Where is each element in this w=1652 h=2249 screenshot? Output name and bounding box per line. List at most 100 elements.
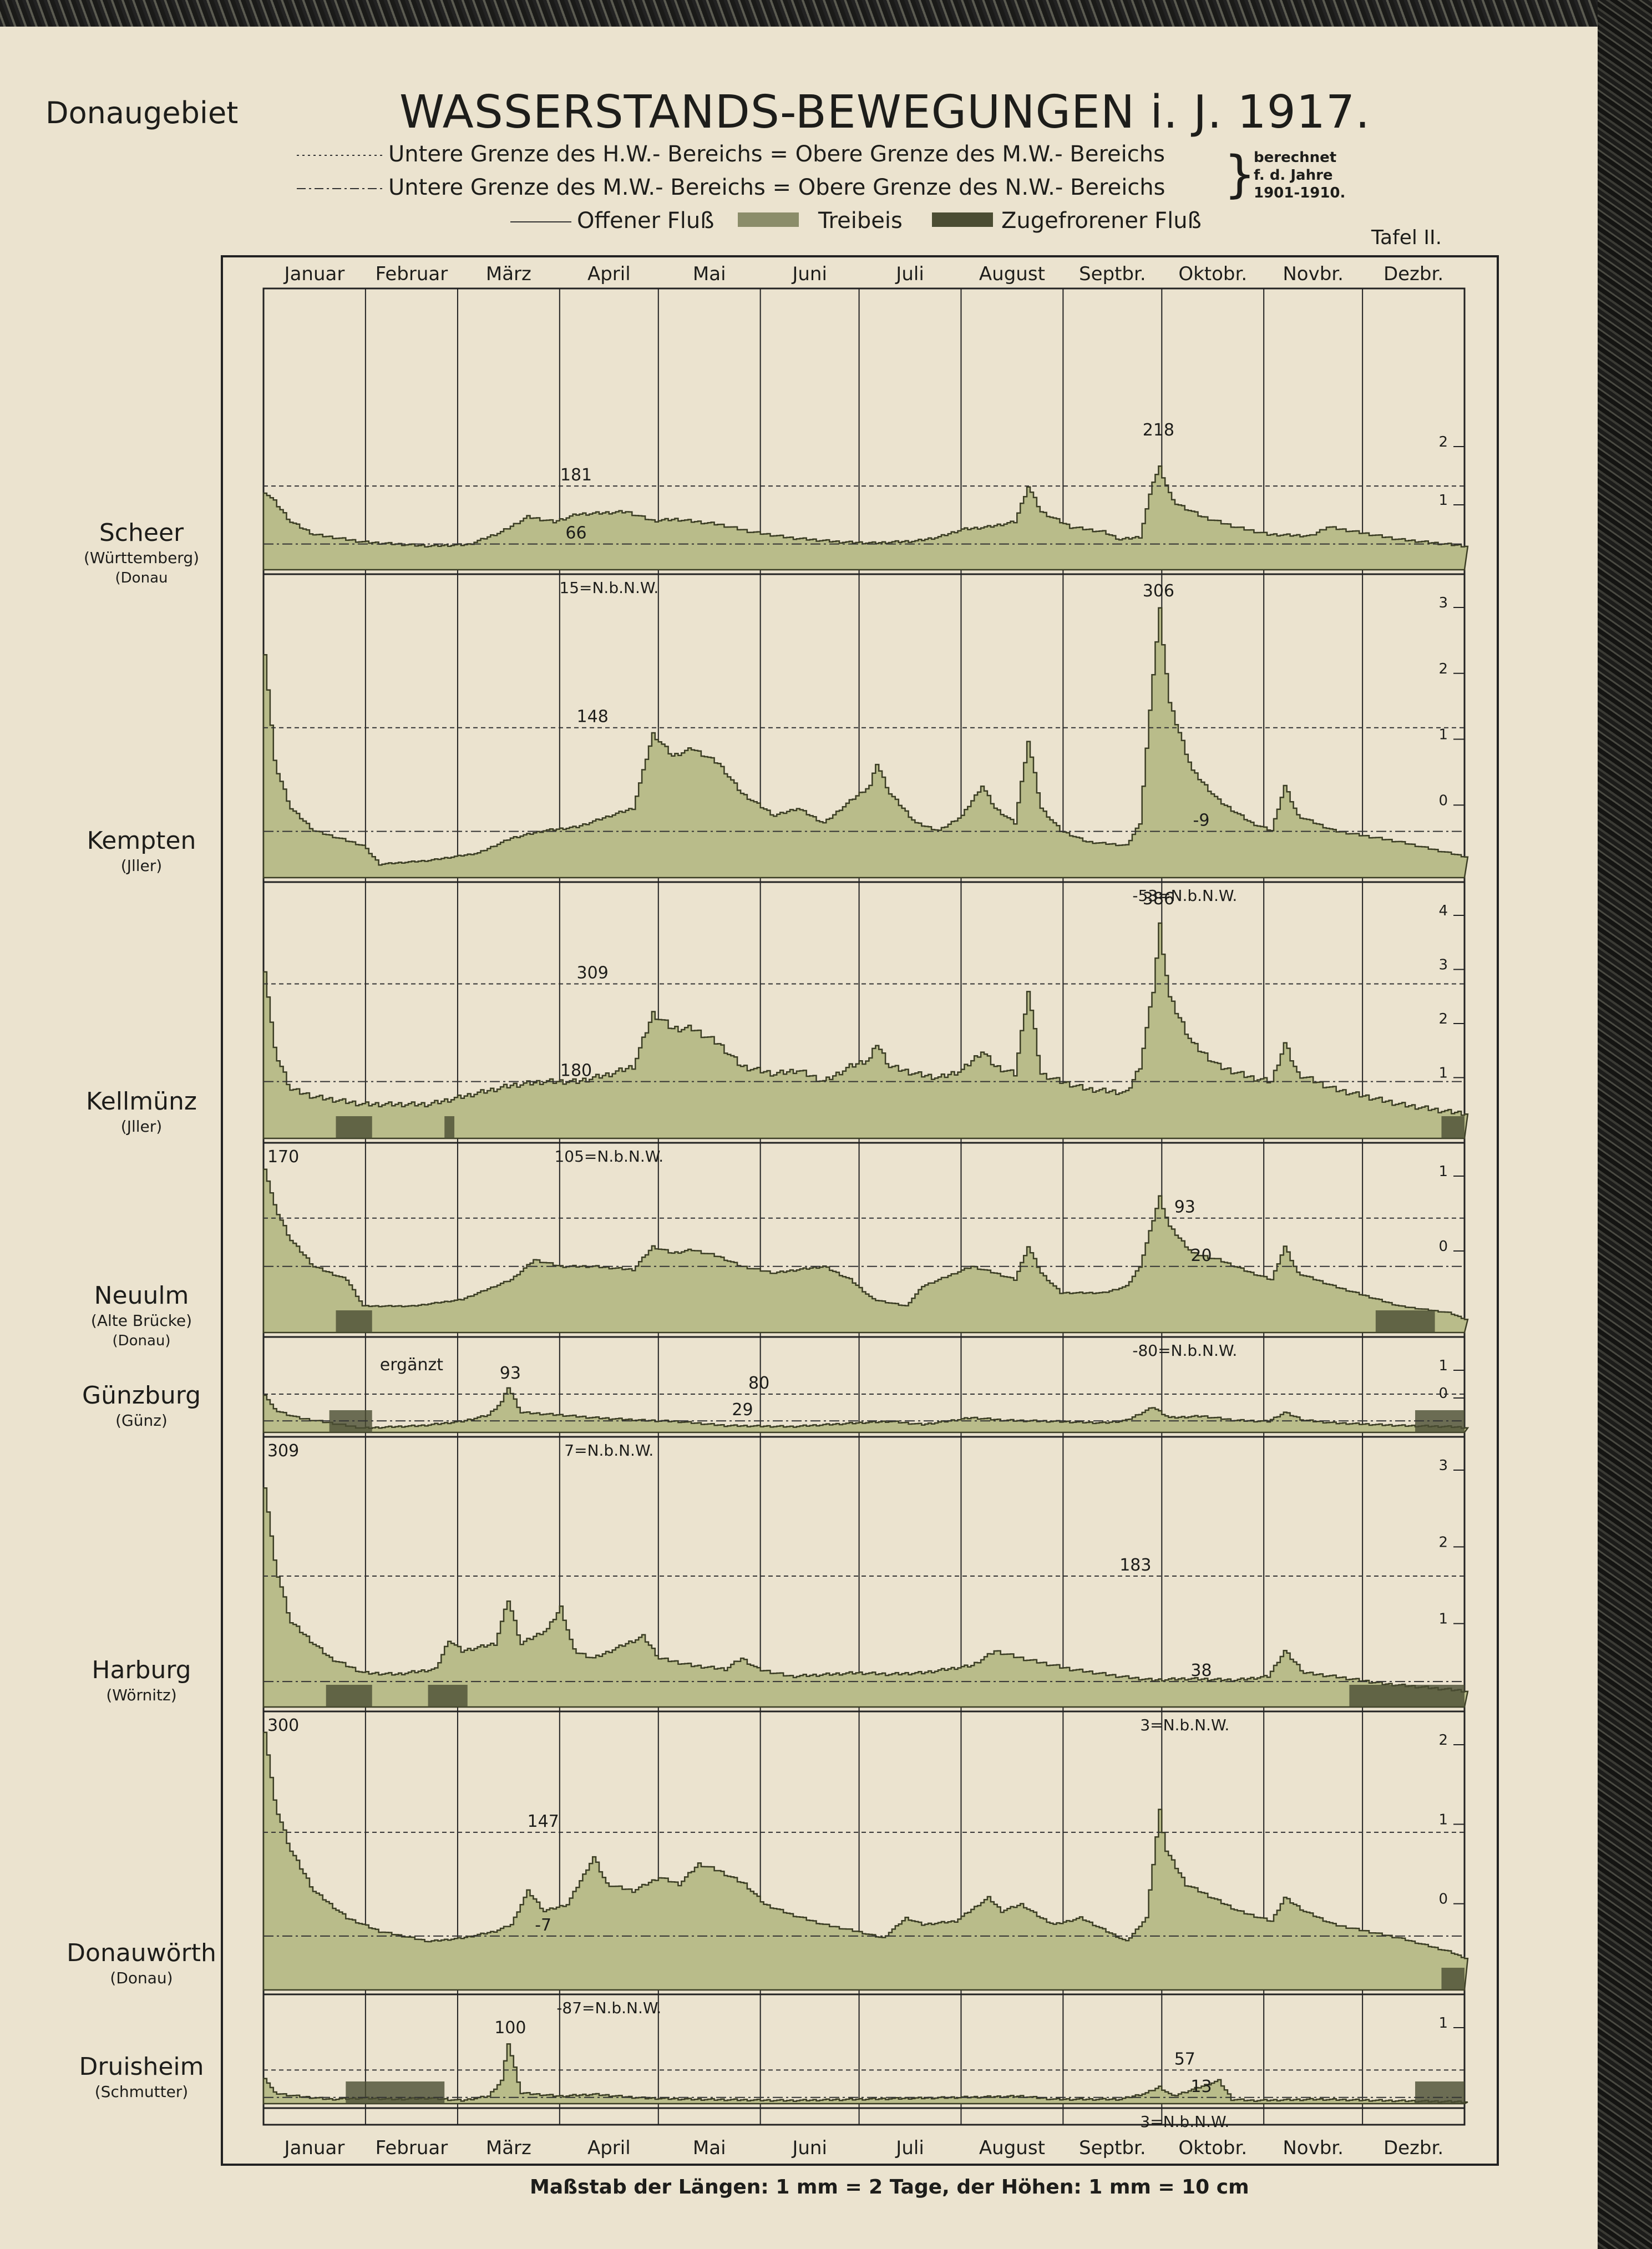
month-label-top-8: Septbr. (1079, 263, 1146, 285)
nbnw-label-0: 15=N.b.N.W. (559, 579, 658, 597)
frozen-band-2-1 (444, 1116, 455, 1138)
value-label-5-2: 38 (1190, 1661, 1212, 1680)
value-label-0-1: 181 (560, 465, 592, 485)
station-sub2-3: (Donau) (112, 1333, 170, 1349)
nbnw-label-7: 3=N.b.N.W. (1140, 2113, 1229, 2131)
hydrograph-0 (262, 465, 1469, 571)
station-sub1-2: (Jller) (121, 1117, 162, 1136)
value-label-4-1: 80 (748, 1374, 769, 1393)
axis-tick-4-1: 0 (1438, 1385, 1448, 1402)
frozen-band-2-0 (336, 1116, 372, 1138)
month-label-top-9: Oktobr. (1178, 263, 1247, 285)
legend-line-1: Untere Grenze des H.W.- Bereichs = Obere… (388, 141, 1165, 167)
axis-tick-5-0: 3 (1438, 1457, 1448, 1474)
month-label-top-11: Dezbr. (1384, 263, 1443, 285)
nbnw-label-5: 3=N.b.N.W. (1140, 1716, 1229, 1734)
value-label-3-1: 93 (1174, 1198, 1195, 1217)
axis-tick-0-1: 1 (1438, 492, 1448, 509)
month-label-bottom-7: August (979, 2137, 1045, 2159)
value-label-7-0: 100 (494, 2018, 526, 2038)
hydrograph-6 (262, 1731, 1469, 1991)
axis-tick-2-2: 2 (1438, 1011, 1448, 1027)
legend-drift-sample (738, 212, 799, 227)
value-label-6-2: -7 (535, 1916, 551, 1935)
hydrograph-2 (262, 922, 1469, 1139)
marbled-cover (1598, 0, 1652, 2249)
axis-tick-1-0: 3 (1438, 595, 1448, 611)
legend-note-3: 1901-1910. (1254, 185, 1346, 201)
axis-tick-5-1: 2 (1438, 1534, 1448, 1551)
month-label-bottom-4: Mai (693, 2137, 726, 2159)
value-label-2-1: 309 (577, 964, 609, 983)
hydrograph-7 (262, 2043, 1468, 2105)
axis-tick-4-0: 1 (1438, 1357, 1448, 1374)
frozen-band-7-0 (346, 2081, 445, 2104)
frozen-band-5-0 (326, 1685, 372, 1707)
station-name-2: Kellmünz (86, 1087, 197, 1116)
station-sub1-6: (Donau) (110, 1969, 173, 1987)
nbnw-label-2: 105=N.b.N.W. (554, 1147, 663, 1166)
frozen-band-5-1 (428, 1685, 468, 1707)
month-label-top-6: Juli (895, 263, 924, 285)
month-label-bottom-9: Oktobr. (1178, 2137, 1247, 2159)
month-label-top-3: April (587, 263, 631, 285)
legend-note: berechnet f. d. Jahre 1901-1910. (1254, 149, 1345, 202)
station-name-6: Donauwörth (67, 1939, 216, 1967)
station-name-7: Druisheim (79, 2053, 204, 2081)
value-label-6-1: 147 (528, 1812, 559, 1831)
station-name-3: Neuulm (94, 1281, 189, 1310)
nbnw-label-3: -80=N.b.N.W. (1132, 1341, 1237, 1360)
legend-drift: Treibeis (818, 208, 903, 234)
frozen-band-7-1 (1415, 2081, 1464, 2104)
station-sub1-3: (Alte Brücke) (91, 1311, 192, 1330)
station-sub2-0: (Donau (115, 570, 168, 586)
month-label-bottom-11: Dezbr. (1384, 2137, 1443, 2159)
axis-tick-3-0: 1 (1438, 1163, 1448, 1180)
axis-tick-1-1: 2 (1438, 661, 1448, 677)
value-label-1-2: -9 (1193, 811, 1210, 830)
value-label-0-0: 218 (1143, 421, 1174, 440)
axis-tick-6-1: 1 (1438, 1811, 1448, 1828)
value-label-1-0: 306 (1143, 581, 1174, 601)
station-sub1-1: (Jller) (121, 857, 162, 875)
hydrograph-3 (262, 1168, 1469, 1334)
axis-tick-0-0: 2 (1438, 434, 1448, 450)
value-label-2-2: 180 (560, 1061, 592, 1081)
station-sub1-4: (Günz) (115, 1411, 168, 1430)
month-label-bottom-5: Juni (791, 2137, 827, 2159)
page-title: WASSERSTANDS-BEWEGUNGEN i. J. 1917. (399, 86, 1371, 139)
month-label-bottom-2: März (486, 2137, 531, 2159)
outer-frame (221, 255, 1499, 2166)
nbnw-label-6: -87=N.b.N.W. (556, 1999, 661, 2017)
frozen-band-3-0 (336, 1310, 372, 1333)
value-label-4-0: 93 (500, 1364, 521, 1383)
legend-open: Offener Fluß (577, 208, 714, 234)
legend-line-2: Untere Grenze des M.W.- Bereichs = Obere… (388, 175, 1165, 200)
month-label-bottom-3: April (587, 2137, 631, 2159)
month-label-top-2: März (486, 263, 531, 285)
month-label-top-10: Novbr. (1283, 263, 1344, 285)
axis-tick-2-3: 1 (1438, 1065, 1448, 1082)
value-label-7-2: 13 (1190, 2077, 1212, 2096)
value-label-4-2: 29 (732, 1400, 753, 1420)
nbnw-label-4: 7=N.b.N.W. (564, 1441, 653, 1460)
value-label-0-2: 66 (565, 524, 586, 543)
axis-tick-5-2: 1 (1438, 1611, 1448, 1628)
legend-note-2: f. d. Jahre (1254, 167, 1333, 184)
value-label-5-0: 309 (267, 1441, 299, 1461)
region-label: Donaugebiet (45, 95, 239, 130)
axis-tick-2-0: 4 (1438, 903, 1448, 919)
axis-tick-1-2: 1 (1438, 727, 1448, 743)
plate-number: Tafel II. (1371, 226, 1442, 249)
legend-frozen: Zugefrorener Fluß (1001, 208, 1202, 234)
station-name-4: Günzburg (82, 1381, 201, 1410)
axis-tick-6-0: 2 (1438, 1732, 1448, 1749)
station-sub1-5: (Wörnitz) (106, 1686, 176, 1704)
hydrograph-1 (262, 607, 1469, 879)
month-label-bottom-6: Juli (895, 2137, 924, 2159)
axis-tick-3-1: 0 (1438, 1238, 1448, 1255)
frozen-band-6-0 (1441, 1968, 1464, 1990)
value-label-1-1: 148 (577, 707, 609, 727)
hydrograph-5 (262, 1487, 1469, 1708)
